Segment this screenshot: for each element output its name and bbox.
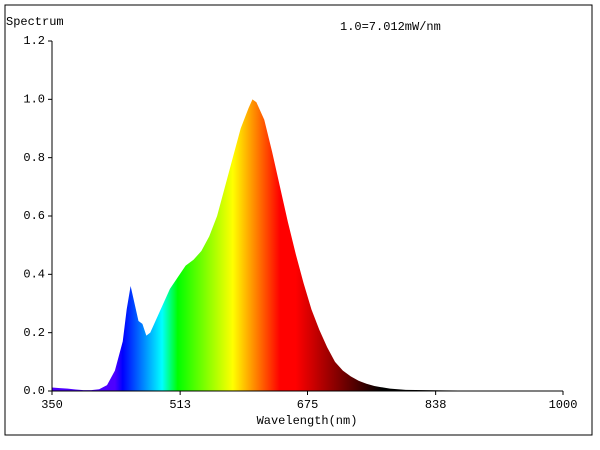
frame bbox=[4, 4, 593, 436]
y-tick-label: 0.6 bbox=[23, 209, 45, 223]
spectrum-area bbox=[52, 99, 563, 391]
x-axis-label: Wavelength(nm) bbox=[257, 414, 358, 428]
y-tick-label: 0.2 bbox=[23, 326, 45, 340]
y-tick-label: 0.0 bbox=[23, 384, 45, 398]
y-tick-label: 1.0 bbox=[23, 93, 45, 107]
y-tick-label: 1.2 bbox=[23, 34, 45, 48]
y-tick-label: 0.4 bbox=[23, 268, 45, 282]
x-tick-label: 838 bbox=[425, 398, 447, 412]
annotation: 1.0=7.012mW/nm bbox=[340, 20, 441, 34]
chart-title: Spectrum bbox=[6, 15, 64, 29]
x-tick-label: 1000 bbox=[549, 398, 578, 412]
y-tick-label: 0.8 bbox=[23, 151, 45, 165]
x-tick-label: 675 bbox=[297, 398, 319, 412]
x-tick-label: 350 bbox=[41, 398, 63, 412]
x-tick-label: 513 bbox=[169, 398, 191, 412]
